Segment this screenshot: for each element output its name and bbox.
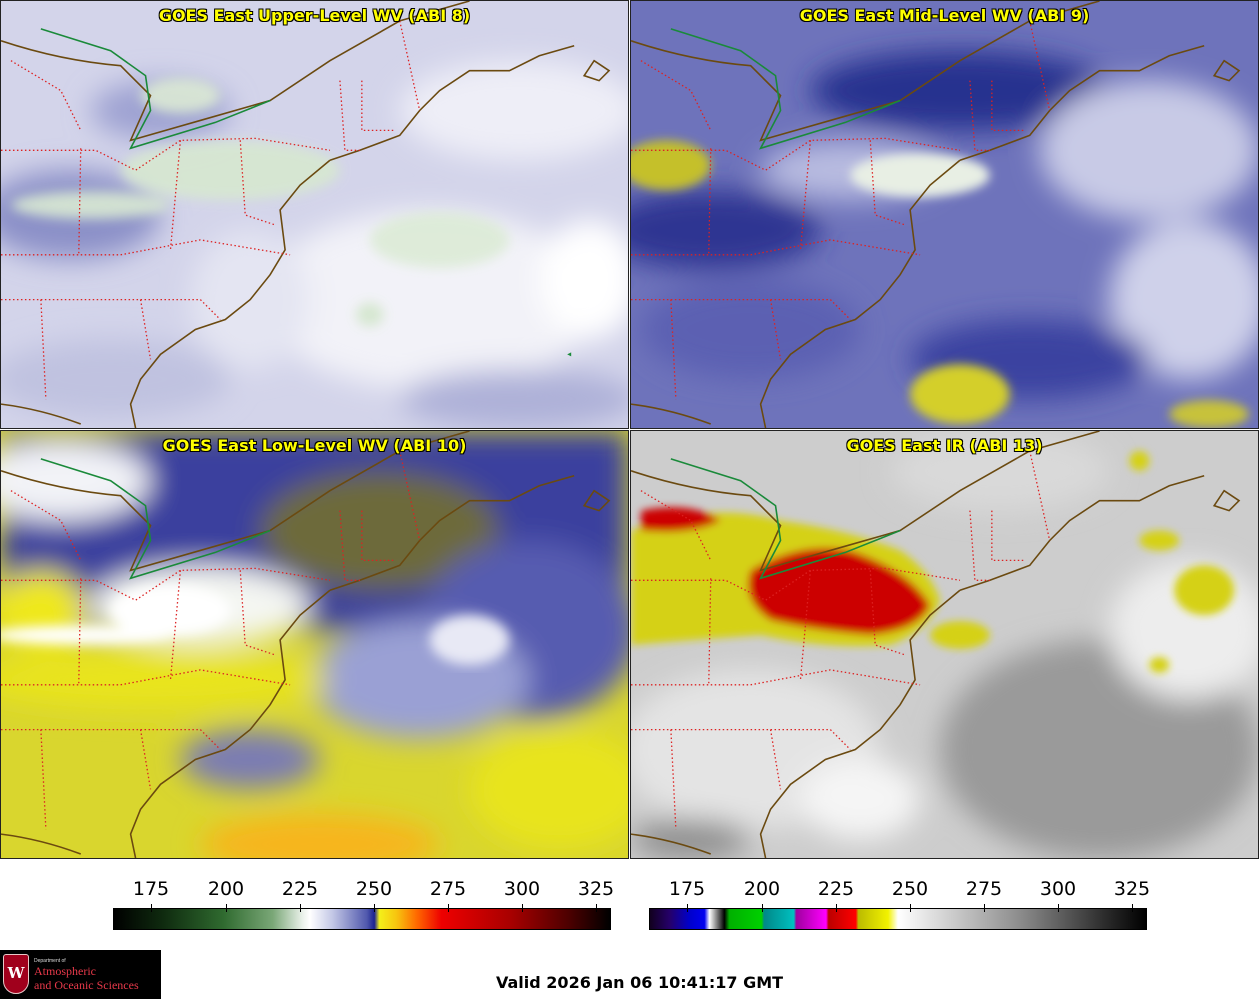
wv-tick-mark <box>374 904 375 912</box>
ir-tick-label: 250 <box>891 878 929 900</box>
upper-level-wv-image <box>1 1 628 428</box>
wv-tick-label: 325 <box>577 878 615 900</box>
ir-tick-mark <box>984 904 985 912</box>
wv-colorbar: 175 200 225 250 275 300 325 <box>113 878 615 930</box>
aos-logo[interactable]: W Department of Atmospheric and Oceanic … <box>0 950 161 999</box>
wv-colorbar-ticks: 175 200 225 250 275 300 325 <box>113 878 615 912</box>
ir-tick-label: 325 <box>1113 878 1151 900</box>
mid-level-wv-image <box>631 1 1258 428</box>
ir-tick-label: 225 <box>817 878 855 900</box>
ir-tick-mark <box>762 904 763 912</box>
wv-tick-mark <box>522 904 523 912</box>
coastlines <box>1 1 611 428</box>
state-borders <box>1 20 421 400</box>
wv-tick-mark <box>300 904 301 912</box>
intl-border <box>40 28 271 150</box>
upper-level-wv-panel: GOES East Upper-Level WV (ABI 8) <box>0 0 629 429</box>
wv-tick-label: 225 <box>281 878 319 900</box>
ir-tick-label: 275 <box>965 878 1003 900</box>
ir-tick-label: 175 <box>668 878 706 900</box>
ir-tick-label: 300 <box>1039 878 1077 900</box>
low-level-wv-panel: GOES East Low-Level WV (ABI 10) <box>0 430 629 859</box>
logo-line2: and Oceanic Sciences <box>34 978 139 992</box>
wv-tick-label: 200 <box>207 878 245 900</box>
wv-color-scale <box>113 908 611 930</box>
uw-crest-icon: W <box>3 954 29 994</box>
low-level-wv-title: GOES East Low-Level WV (ABI 10) <box>162 436 467 455</box>
logo-line1: Atmospheric <box>34 964 96 978</box>
crest-letter: W <box>7 964 25 982</box>
ir-tick-label: 200 <box>743 878 781 900</box>
wv-tick-label: 175 <box>132 878 170 900</box>
wv-tick-label: 250 <box>355 878 393 900</box>
wv-tick-label: 275 <box>429 878 467 900</box>
ir-color-scale <box>649 908 1147 930</box>
ir-tick-mark <box>687 904 688 912</box>
ir-tick-mark <box>1132 904 1133 912</box>
ir-colorbar: 175 200 225 250 275 300 325 <box>649 878 1151 930</box>
low-level-wv-image <box>1 431 628 858</box>
low-map-overlay <box>1 431 611 858</box>
mid-level-wv-panel: GOES East Mid-Level WV (ABI 9) <box>630 0 1259 429</box>
upper-level-wv-title: GOES East Upper-Level WV (ABI 8) <box>158 6 471 25</box>
mid-level-wv-title: GOES East Mid-Level WV (ABI 9) <box>799 6 1090 25</box>
logo-dept-text: Department of <box>34 958 66 964</box>
wv-tick-mark <box>151 904 152 912</box>
valid-time-label: Valid 2026 Jan 06 10:41:17 GMT <box>496 973 784 992</box>
mid-map-overlay <box>631 1 1241 428</box>
ir-panel: GOES East IR (ABI 13) <box>630 430 1259 859</box>
upper-map-overlay <box>1 1 611 428</box>
ir-tick-mark <box>836 904 837 912</box>
wv-tick-mark <box>448 904 449 912</box>
wv-tick-label: 300 <box>503 878 541 900</box>
ir-title: GOES East IR (ABI 13) <box>846 436 1043 455</box>
ir-map-overlay <box>631 431 1241 858</box>
ir-tick-mark <box>1058 904 1059 912</box>
ir-tick-mark <box>910 904 911 912</box>
wv-tick-mark <box>596 904 597 912</box>
ir-colorbar-ticks: 175 200 225 250 275 300 325 <box>649 878 1151 912</box>
wv-tick-mark <box>226 904 227 912</box>
